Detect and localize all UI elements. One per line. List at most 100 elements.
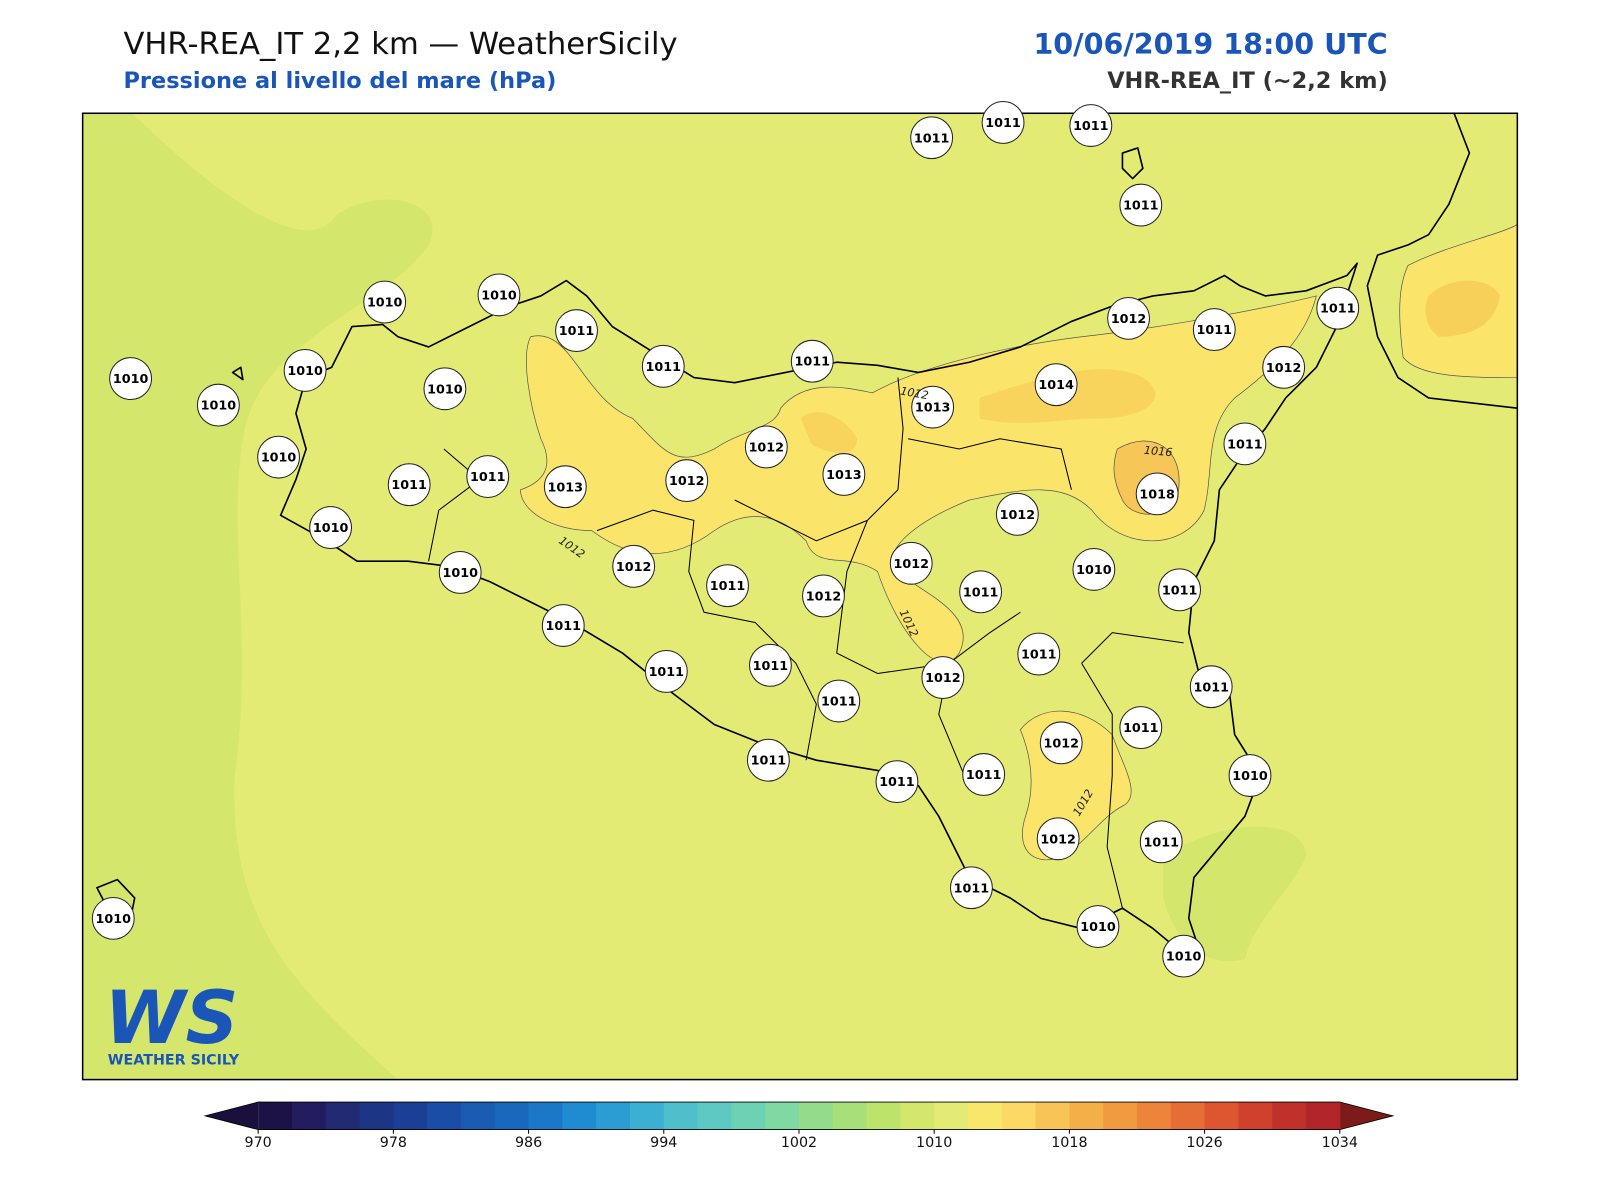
station-value: 1012 [669, 474, 705, 489]
colorbar-bin [562, 1102, 597, 1130]
colorbar-bin [494, 1102, 530, 1130]
station-value: 1012 [1266, 361, 1302, 376]
colorbar-bin [596, 1102, 631, 1130]
colorbar-bin [798, 1102, 834, 1130]
station-value: 1011 [1021, 648, 1056, 663]
station-marker [790, 339, 834, 383]
station: 1010 [363, 280, 407, 324]
station-value: 1012 [1043, 736, 1079, 751]
station: 1014 [1034, 363, 1078, 407]
station: 1010 [438, 551, 482, 594]
station-value: 1011 [1227, 437, 1263, 452]
station: 1011 [817, 679, 861, 723]
station: 1012 [1262, 345, 1306, 389]
colorbar-tick-label: 978 [380, 1135, 407, 1151]
higher-pressure-area [801, 412, 858, 453]
station-marker [911, 385, 955, 429]
station: 1011 [790, 339, 834, 383]
low-pressure-area [82, 113, 433, 1080]
station-marker [1192, 308, 1236, 352]
station: 1012 [802, 574, 845, 618]
station-value: 1011 [546, 619, 582, 634]
station-value: 1011 [646, 360, 682, 375]
colorbar-bin [1272, 1102, 1307, 1130]
station: 1018 [1135, 472, 1179, 516]
station: 1011 [962, 753, 1006, 796]
station-marker [1039, 721, 1083, 765]
colorbar-tick-label: 1026 [1186, 1135, 1222, 1151]
station-marker [1072, 547, 1116, 591]
station: 1011 [959, 570, 1003, 614]
station-marker [555, 309, 598, 353]
station-marker [1158, 568, 1202, 612]
station-value: 1011 [879, 775, 914, 790]
colorbar-bin [934, 1102, 969, 1130]
station-value: 1011 [649, 665, 684, 680]
colorbar-bin [1103, 1102, 1138, 1130]
station-marker [1135, 472, 1179, 516]
station-marker [1034, 363, 1078, 407]
station: 1010 [257, 435, 300, 479]
station-value: 1012 [1040, 832, 1076, 847]
station: 1011 [1189, 665, 1233, 709]
colorbar-bin [1305, 1102, 1341, 1130]
station-marker [910, 116, 954, 160]
station-value: 1011 [821, 695, 856, 710]
logo: WS WEATHER SICILY [104, 976, 239, 1068]
colorbar-bin [1136, 1102, 1172, 1130]
stations: 1011 1011 1011 1011 1010 1010 1011 1010 1010 1010… [91, 101, 1360, 978]
station: 1010 [109, 357, 153, 400]
station-value: 1011 [914, 131, 950, 146]
station-value: 1010 [1166, 950, 1202, 965]
colorbar-bin [663, 1102, 699, 1130]
station-marker [1107, 296, 1150, 340]
station: 1011 [1139, 820, 1183, 864]
station-value: 1010 [96, 912, 132, 927]
station: 1010 [1162, 934, 1206, 978]
low-pressure-area [1163, 826, 1307, 962]
station-marker [1139, 820, 1183, 864]
station: 1012 [665, 459, 709, 503]
station: 1011 [641, 344, 685, 388]
colorbar-tick-label: 1002 [781, 1135, 817, 1151]
station: 1012 [995, 492, 1039, 536]
station: 1010 [196, 383, 240, 427]
station-marker [802, 574, 845, 618]
colorbar-bin [900, 1102, 935, 1130]
station: 1011 [1158, 568, 1202, 612]
colorbar-bin [731, 1102, 766, 1130]
province-borders [428, 377, 1184, 909]
station-value: 1011 [1193, 680, 1229, 695]
map-frame [81, 112, 1519, 1081]
colorbar-extend-low [205, 1102, 259, 1130]
station-value: 1011 [1123, 199, 1159, 214]
station: 1012 [612, 544, 656, 588]
station-marker [257, 435, 300, 479]
colorbar-bin [1001, 1102, 1037, 1130]
colorbar-bin [1170, 1102, 1206, 1130]
station-value: 1011 [1162, 583, 1198, 598]
station-value: 1010 [113, 372, 149, 387]
station: 1011 [706, 564, 749, 608]
station-marker [423, 367, 467, 411]
colorbar-bin [393, 1102, 428, 1130]
station: 1011 [748, 643, 792, 687]
station: 1010 [1228, 754, 1272, 797]
map [82, 113, 1518, 1080]
model-label: VHR-REA_IT (~2,2 km) [1107, 68, 1388, 94]
colorbar-bin [832, 1102, 868, 1130]
station-marker [1189, 665, 1233, 709]
station-value: 1010 [442, 566, 478, 581]
station: 1011 [644, 650, 688, 693]
colorbar-bin [1204, 1102, 1239, 1130]
station: 1011 [910, 116, 954, 160]
station-value: 1011 [470, 470, 506, 485]
station-marker [889, 541, 933, 585]
station-value: 1010 [313, 521, 349, 536]
station-value: 1011 [391, 478, 427, 493]
subtitle: Pressione al livello del mare (hPa) [123, 68, 556, 94]
station-marker [962, 753, 1006, 796]
station: 1011 [466, 455, 510, 498]
station-marker [1119, 706, 1163, 749]
station-value: 1012 [925, 671, 961, 686]
